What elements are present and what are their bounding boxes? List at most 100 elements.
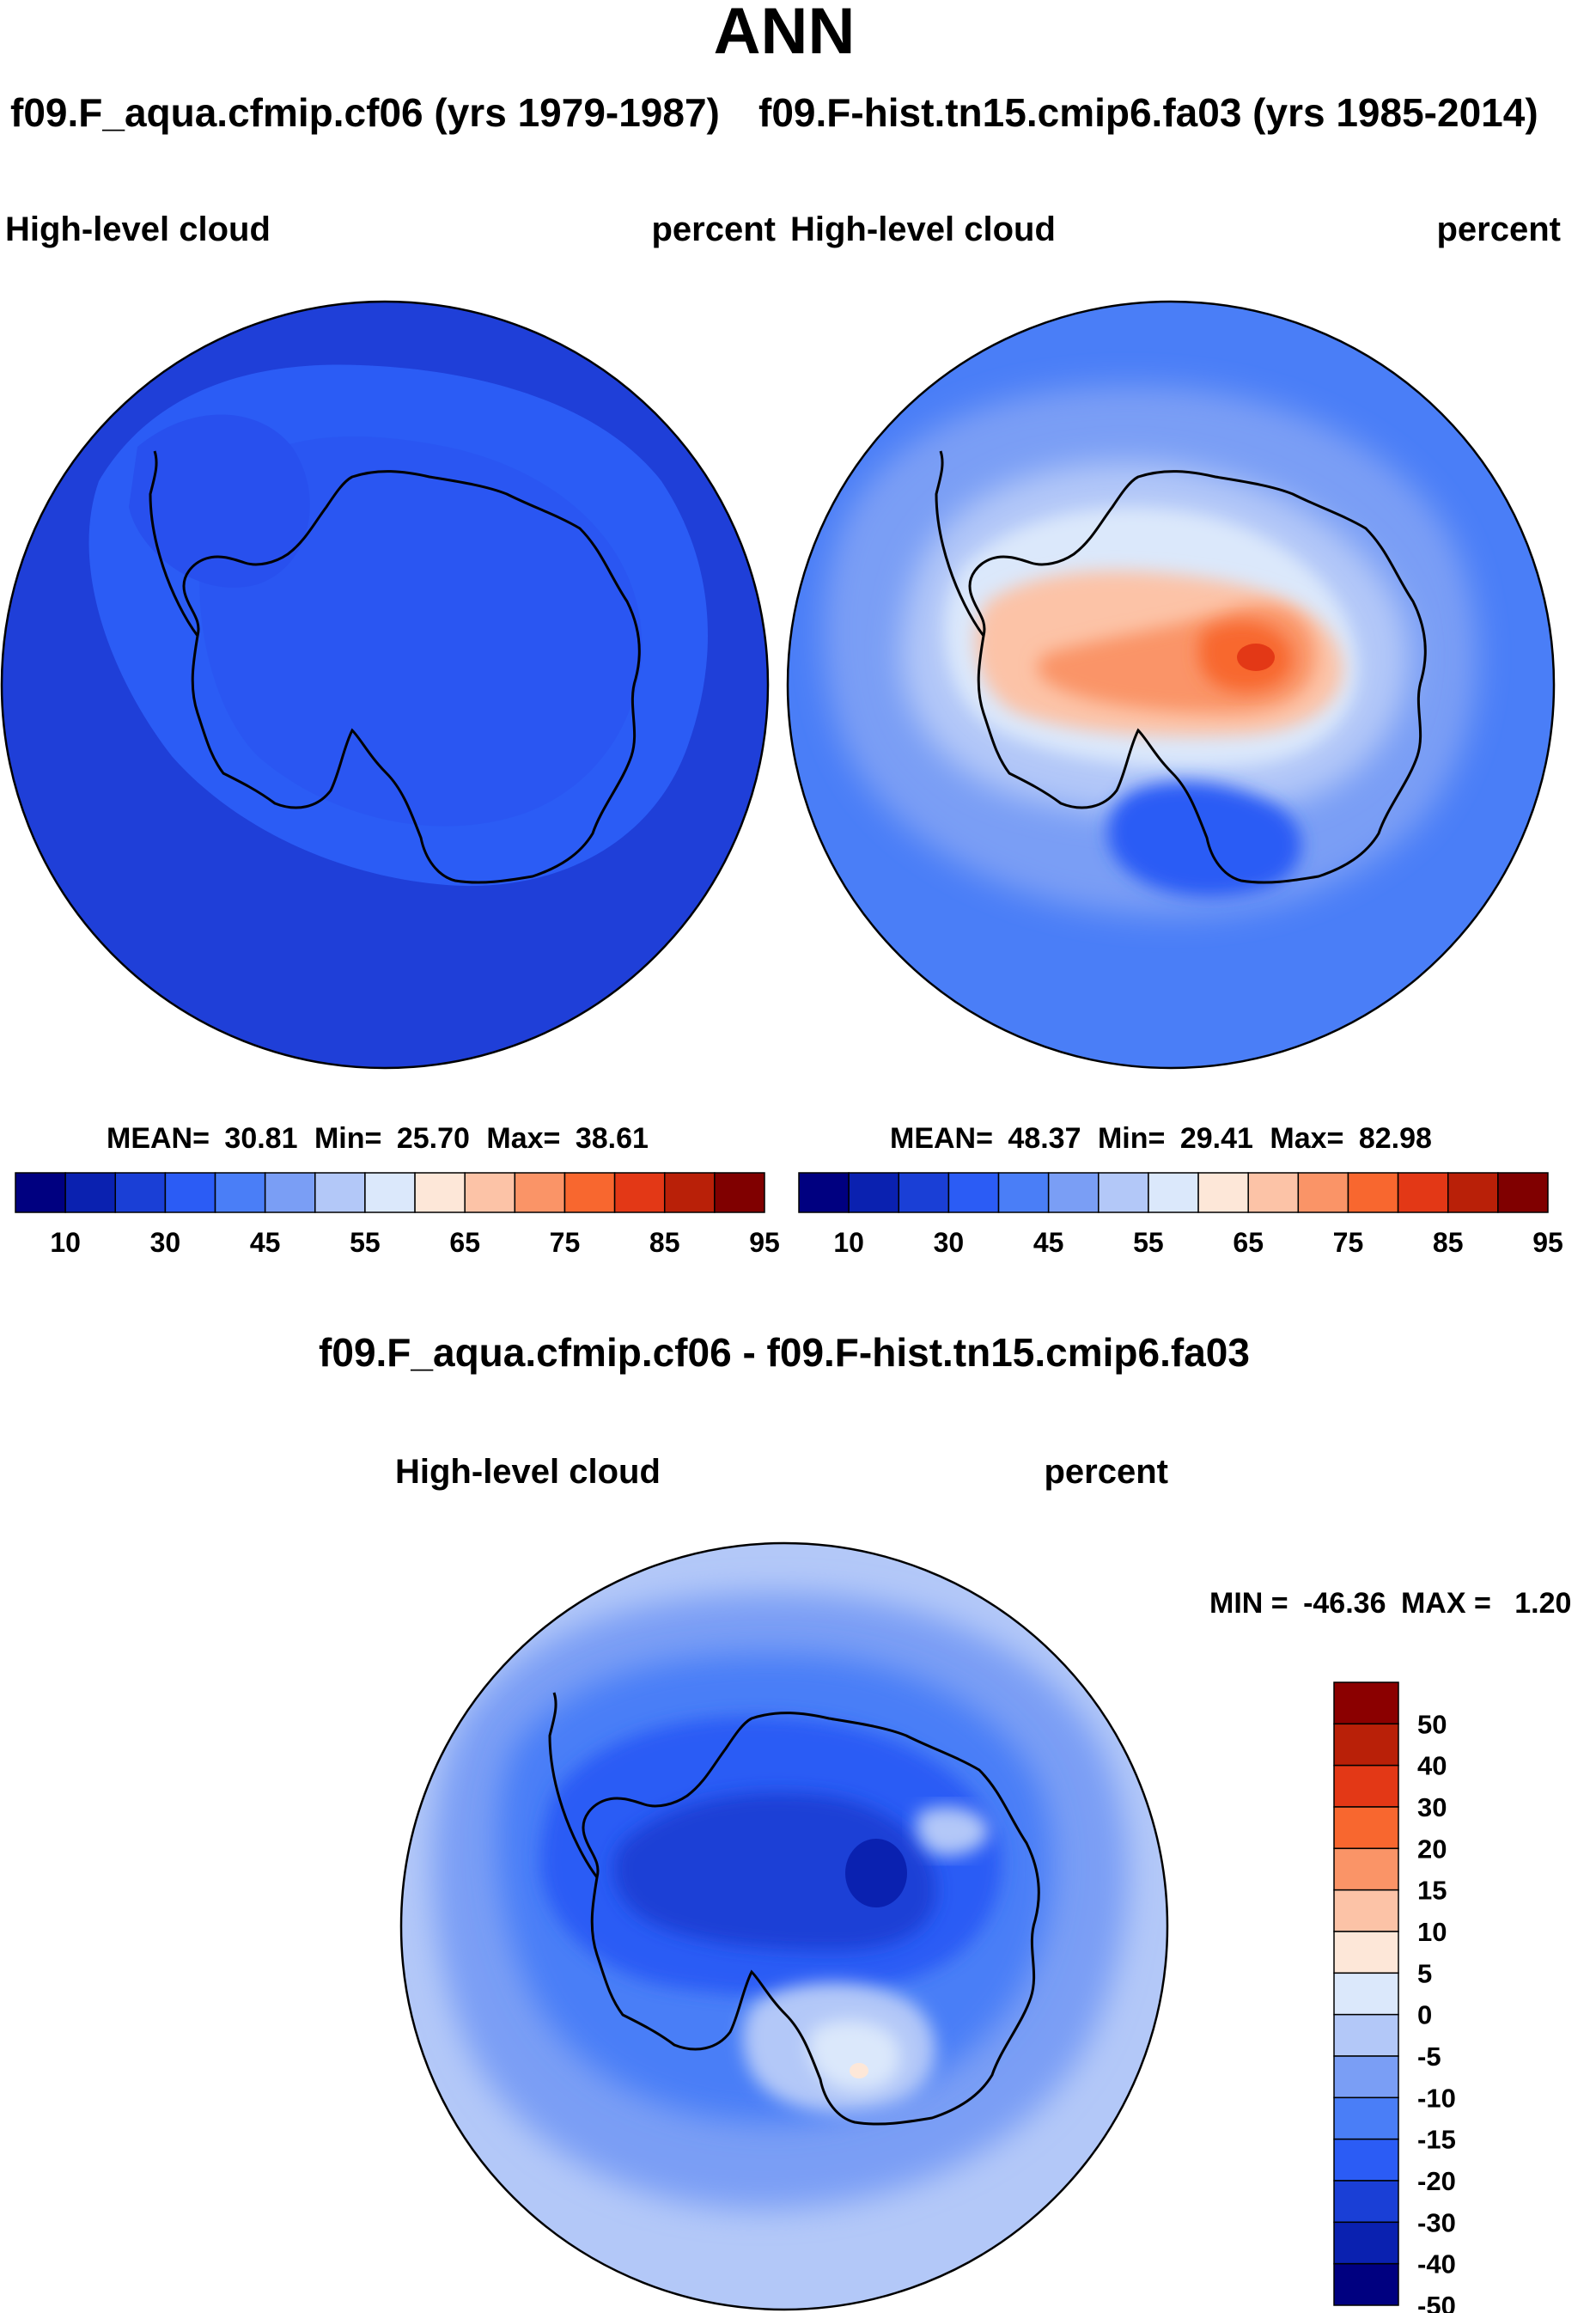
colorbar-swatch [1247, 1172, 1300, 1213]
colorbar-swatch [613, 1172, 666, 1213]
diff-title: f09.F_aqua.cfmip.cf06 - f09.F-hist.tn15.… [319, 1330, 1250, 1375]
diff-variable: High-level cloud [395, 1453, 661, 1491]
colorbar-tick-label: -5 [1417, 2041, 1441, 2072]
panel1-colorbar: 10 30 45 55 65 75 85 95 [15, 1172, 780, 1258]
colorbar-swatch [1333, 1847, 1399, 1891]
colorbar-tick-label: 95 [1532, 1227, 1563, 1258]
colorbar-swatch [114, 1172, 167, 1213]
colorbar-swatch [848, 1172, 900, 1213]
panel1-variable: High-level cloud [5, 211, 271, 248]
colorbar-swatch [1497, 1172, 1549, 1213]
colorbar-swatch [1333, 1723, 1399, 1767]
colorbar-tick-label: 85 [649, 1227, 680, 1258]
colorbar-swatch [1333, 2013, 1399, 2057]
colorbar-swatch [1047, 1172, 1100, 1213]
colorbar-swatch [1197, 1172, 1249, 1213]
colorbar-tick-label: 40 [1417, 1751, 1447, 1781]
colorbar-swatch [364, 1172, 416, 1213]
diff-units: percent [1045, 1453, 1169, 1491]
colorbar-swatch [1297, 1172, 1349, 1213]
colorbar-swatch [514, 1172, 566, 1213]
panel2-stats: MEAN= 48.37 Min= 29.41 Max= 82.98 [890, 1122, 1432, 1155]
panel1-map [2, 302, 768, 1068]
colorbar-swatch [1148, 1172, 1199, 1213]
colorbar-tick-label: 5 [1417, 1958, 1432, 1988]
colorbar-tick-label: -20 [1417, 2166, 1456, 2196]
colorbar-tick-label: 10 [1417, 1917, 1447, 1947]
colorbar-tick-label: 45 [250, 1227, 281, 1258]
diff-ross-paler [807, 2020, 901, 2091]
colorbar-swatch [1447, 1172, 1499, 1213]
colorbar-swatch [1333, 1931, 1399, 1974]
colorbar-tick-label: 10 [50, 1227, 81, 1258]
colorbar-swatch [1333, 2055, 1399, 2099]
colorbar-tick-label: 20 [1417, 1834, 1447, 1864]
colorbar-swatch [464, 1172, 516, 1213]
panel1-rim [0, 300, 770, 1070]
diff-minmax: MIN = -46.36 MAX = 1.20 [1209, 1587, 1571, 1620]
colorbar-tick-label: -30 [1417, 2207, 1456, 2237]
panel2-case-title: f09.F-hist.tn15.cmip6.fa03 (yrs 1985-201… [758, 90, 1538, 135]
colorbar-tick-label: 95 [749, 1227, 780, 1258]
diff-darker-core [845, 1839, 907, 1907]
diff-rim [399, 1541, 1169, 2311]
colorbar-swatch [798, 1172, 850, 1213]
diff-map [401, 1543, 1167, 2310]
colorbar-tick-label: 75 [1333, 1227, 1364, 1258]
colorbar-tick-label: 55 [350, 1227, 381, 1258]
diff-peninsula [548, 1692, 599, 1878]
colorbar-swatch [1333, 1806, 1399, 1850]
colorbar-tick-label: -50 [1417, 2291, 1456, 2313]
colorbar-swatch [1333, 1681, 1399, 1725]
colorbar-tick-label: -15 [1417, 2125, 1456, 2155]
colorbar-swatch [997, 1172, 1050, 1213]
colorbar-tick-label: 10 [833, 1227, 864, 1258]
colorbar-swatch [1333, 1972, 1399, 2016]
figure-title: ANN [714, 0, 856, 68]
colorbar-tick-label: 0 [1417, 2000, 1432, 2030]
colorbar-tick-label: 15 [1417, 1876, 1447, 1906]
diff-dark-band [613, 1792, 936, 1950]
colorbar-tick-label: 55 [1133, 1227, 1164, 1258]
panel2-peninsula [935, 450, 985, 637]
colorbar-swatch [1397, 1172, 1449, 1213]
colorbar-swatch [663, 1172, 716, 1213]
colorbar-swatch [1333, 2221, 1399, 2265]
panel2-map [788, 302, 1554, 1068]
colorbar-swatch [314, 1172, 366, 1213]
colorbar-tick-label: 30 [1417, 1792, 1447, 1822]
colorbar-tick-label: -10 [1417, 2083, 1456, 2113]
panel1-coastline [182, 470, 641, 884]
colorbar-tick-label: 75 [550, 1227, 581, 1258]
colorbar-swatch [1333, 1889, 1399, 1932]
colorbar-swatch [714, 1172, 765, 1213]
colorbar-swatch [64, 1172, 117, 1213]
panel2-units: percent [1437, 211, 1562, 248]
colorbar-swatch [1333, 2138, 1399, 2182]
colorbar-tick-label: 65 [449, 1227, 480, 1258]
diff-coastline [582, 1712, 1040, 2126]
diff-east-pale [916, 1806, 989, 1856]
colorbar-tick-label: 30 [934, 1227, 965, 1258]
colorbar-swatch [1347, 1172, 1399, 1213]
colorbar-swatch [1333, 2096, 1399, 2140]
colorbar-swatch [1333, 2180, 1399, 2224]
panel2-colorbar: 10 30 45 55 65 75 85 95 [798, 1172, 1563, 1258]
panel1-interior [199, 436, 643, 827]
colorbar-swatch [264, 1172, 316, 1213]
panel1-case-title: f09.F_aqua.cfmip.cf06 (yrs 1979-1987) [10, 90, 720, 135]
colorbar-tick-label: 45 [1033, 1227, 1064, 1258]
panel2-core [1237, 644, 1275, 671]
panel1-units: percent [652, 211, 777, 248]
colorbar-tick-label: 85 [1433, 1227, 1464, 1258]
colorbar-swatch [898, 1172, 950, 1213]
panel2-ross-low [1107, 781, 1301, 897]
colorbar-tick-label: 65 [1233, 1227, 1264, 1258]
colorbar-swatch [214, 1172, 266, 1213]
colorbar-swatch [414, 1172, 466, 1213]
colorbar-swatch [1333, 1764, 1399, 1808]
diff-peach-spot [850, 2063, 868, 2078]
panel1-stats: MEAN= 30.81 Min= 25.70 Max= 38.61 [107, 1122, 649, 1155]
